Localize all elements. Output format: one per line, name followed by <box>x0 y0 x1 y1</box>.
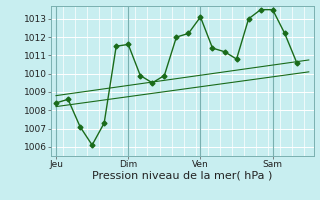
X-axis label: Pression niveau de la mer( hPa ): Pression niveau de la mer( hPa ) <box>92 171 273 181</box>
